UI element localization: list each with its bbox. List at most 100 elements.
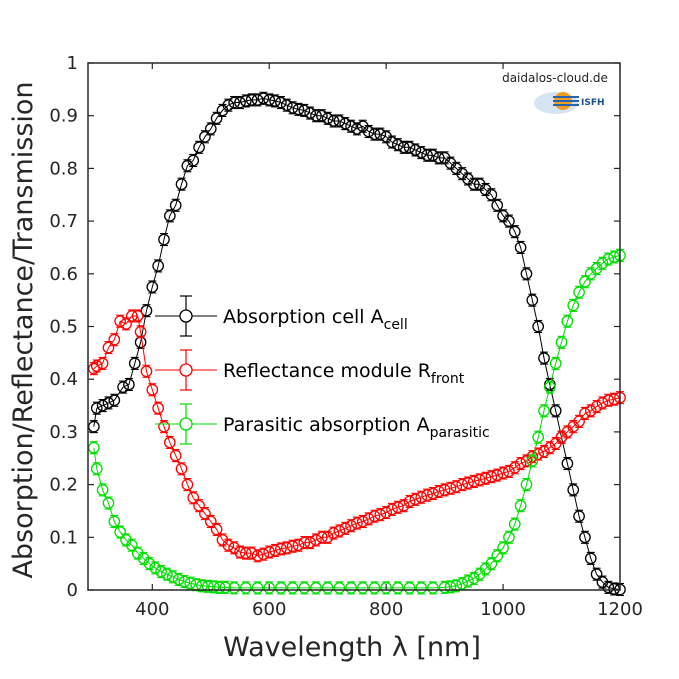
x-tick-label: 600 [252,599,286,620]
legend: Absorption cell Acell Reflectance module … [155,295,490,445]
data-point [590,400,603,414]
data-point [251,581,264,595]
data-point [567,298,580,312]
x-tick-label: 1000 [480,599,526,620]
ticks-layer: 400 600 800 1000 1200 0 0.1 0.2 0.3 0.4 0.5 0.6 0.7 0… [49,53,643,620]
data-point [114,525,127,539]
data-point [368,581,381,595]
data-point [450,480,463,494]
data-point [538,404,550,418]
data-point [485,557,498,571]
data-point [263,93,276,107]
y-tick-label: 0.7 [49,211,78,232]
data-point [96,356,109,370]
data-point [239,581,252,595]
data-point [590,567,603,581]
logo-stripe [553,104,579,106]
data-point [263,581,276,595]
data-point [210,111,223,125]
data-point [158,232,170,247]
data-point [310,581,322,595]
data-point [172,572,185,587]
data-point [579,275,591,289]
data-point [181,478,194,492]
series-cell [87,91,626,597]
data-point [146,383,159,397]
data-point [140,304,153,318]
data-point [102,341,115,355]
data-point [397,499,410,513]
data-point [543,380,556,394]
y-tick-label: 1 [67,53,78,74]
data-point [158,420,170,434]
data-point [149,561,162,575]
legend-entry: Parasitic absorption Aparasitic [155,403,490,445]
data-point [187,491,200,505]
data-point [108,393,121,407]
data-point [204,514,217,529]
data-point [169,198,182,212]
data-point [298,581,311,595]
data-point [561,456,574,471]
legend-label-subscript: front [431,371,465,387]
data-point [573,414,585,428]
data-point [199,130,211,144]
data-point [333,581,346,595]
data-point [567,483,580,497]
data-point [175,462,188,476]
legend-marker [179,363,193,377]
x-tick-label: 400 [135,599,169,620]
legend-entry: Reflectance module Rfront [155,349,465,391]
data-point [514,240,527,254]
data-point [538,444,550,458]
y-tick-label: 0.2 [49,475,78,496]
data-point [286,581,299,595]
y-tick-label: 0.1 [49,527,78,548]
data-point [275,542,287,556]
data-point [321,530,334,544]
x-tick-label: 1200 [597,599,643,620]
data-point [275,581,287,595]
data-point [508,225,521,239]
y-tick-label: 0.5 [49,317,78,338]
data-point [584,404,597,418]
data-point [584,551,597,565]
logo-text: ISFH [581,98,605,108]
data-point [561,314,574,328]
data-point [374,508,387,522]
y-tick-label: 0.6 [49,264,78,285]
data-point [152,401,165,415]
data-point [234,545,246,559]
data-point [140,364,153,378]
data-point [497,466,509,480]
data-point [108,333,121,347]
logo-stripe [553,100,579,102]
data-point [415,581,428,595]
y-tick-label: 0.8 [49,158,78,179]
data-point [120,317,132,331]
data-point [549,356,562,370]
data-point [169,449,182,463]
data-point [538,351,550,365]
data-point [497,541,509,555]
data-point [444,580,457,594]
data-point [175,177,188,191]
legend-label: Parasitic absorption Aparasitic [223,414,490,441]
data-point [146,280,159,294]
data-point [125,538,138,552]
series-line [93,97,621,590]
data-point [526,293,539,307]
y-tick-label: 0.4 [49,369,78,390]
data-point [391,581,404,595]
data-point [380,505,393,520]
y-tick-label: 0 [67,580,78,601]
data-point [219,580,232,594]
data-point [239,94,252,108]
data-point [292,102,305,116]
data-point [467,571,480,585]
series-layer [87,91,626,597]
data-point [508,461,521,475]
data-point [532,430,545,444]
data-point [143,557,156,571]
legend-label-subscript: parasitic [430,425,490,441]
